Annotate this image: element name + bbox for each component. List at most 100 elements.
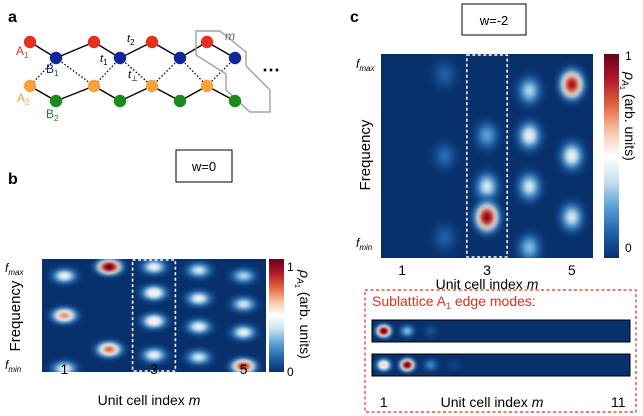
edge-modes-title: Sublattice A1 edge modes: — [372, 293, 536, 311]
x-tick-label: 1 — [398, 262, 406, 278]
density-peak — [551, 60, 593, 110]
interchain-bond — [29, 57, 57, 87]
colorbar-tick-min-c: 0 — [625, 241, 632, 255]
colorbar-gradient — [269, 259, 284, 372]
density-peak — [222, 318, 266, 347]
ellipsis: ⋯ — [262, 60, 280, 80]
density-peak — [87, 335, 131, 363]
colorbar-label-b: ρA1 (arb. units) — [293, 269, 313, 359]
density-peak — [177, 284, 221, 313]
site-b1 — [228, 51, 242, 65]
density-peak — [177, 259, 221, 284]
colorbar-tick-max-c: 1 — [625, 49, 632, 63]
heatmap-c — [381, 54, 593, 258]
density-peak — [132, 259, 176, 281]
site-a2 — [23, 79, 37, 93]
edge-density-peak — [417, 320, 444, 342]
site-a2 — [87, 79, 101, 93]
interchain-bond — [179, 57, 208, 87]
panel-a: a A1 B1 A2 B2 t1 t2 t⊥ m ⋯ — [8, 9, 280, 123]
site-b1 — [49, 51, 63, 65]
winding-box-b — [175, 149, 233, 183]
interchain-bond — [151, 57, 181, 87]
x-tick-label: 1 — [61, 361, 69, 377]
site-a2 — [200, 79, 214, 93]
density-peak — [42, 262, 86, 290]
colorbar-tick-min-b: 0 — [287, 365, 294, 379]
site-label-b1: B1 — [46, 62, 59, 78]
panel-b: b w=0 fmin fmax Frequency 1 3 5 Unit cell … — [5, 149, 313, 408]
site-b1 — [173, 51, 187, 65]
edge-density-peak — [372, 320, 397, 342]
x-tick-label: 5 — [568, 262, 576, 278]
x-tick-label: 11 — [611, 394, 626, 410]
density-peak — [177, 343, 221, 371]
winding-label-b: w=0 — [191, 159, 216, 174]
density-peak — [87, 259, 131, 281]
edge-strip-frame — [371, 319, 631, 343]
upper-chain-bond — [55, 41, 95, 59]
site-b2 — [228, 94, 242, 108]
panel-b-label: b — [8, 171, 18, 188]
site-b2 — [49, 94, 63, 108]
colorbar-label-c: ρA1 (arb. units) — [618, 71, 638, 161]
edge-modes-panel: Sublattice A1 edge modes: 1 11 Unit cell … — [364, 289, 637, 413]
edge-density-peak — [394, 320, 421, 342]
edge-density-peak — [417, 354, 444, 376]
edge-strip-frame — [371, 353, 631, 377]
site-a1 — [200, 35, 214, 49]
hopping-label-tperp: t⊥ — [128, 69, 138, 83]
unit-cell-label: m — [225, 29, 235, 43]
density-peak — [424, 131, 465, 181]
edge-mode-strips — [371, 319, 631, 377]
ssh-ladder-lattice — [23, 30, 271, 113]
edge-density-peak — [394, 354, 421, 376]
colorbar-b — [269, 259, 284, 372]
site-b2 — [173, 94, 187, 108]
density-peak — [551, 192, 593, 242]
y-top-label-b: fmax — [5, 261, 24, 277]
density-peak — [509, 162, 550, 212]
x-tick-label: 5 — [240, 361, 248, 377]
y-axis-label-b: Frequency — [7, 280, 24, 351]
density-peak — [132, 279, 176, 307]
site-a1 — [145, 35, 159, 49]
site-label-b2: B2 — [46, 107, 59, 123]
edge-density-peak — [372, 354, 397, 376]
y-top-label-c: fmax — [356, 57, 375, 73]
interchain-bond — [55, 57, 95, 87]
x-tick-label: 3 — [483, 262, 491, 278]
panel-c-label: c — [350, 9, 359, 26]
density-peak — [466, 192, 508, 242]
y-axis-label-c: Frequency — [357, 119, 374, 190]
heatmap-b — [42, 259, 266, 372]
site-a1 — [87, 35, 101, 49]
hopping-label-t2: t2 — [127, 33, 135, 47]
edge-modes-frame — [364, 289, 637, 413]
x-ticks-edge: 1 11 — [380, 394, 626, 410]
y-bottom-label-b: fmin — [5, 358, 22, 374]
density-peak — [222, 352, 266, 372]
colorbar-tick-max-b: 1 — [287, 260, 294, 274]
density-peak — [509, 111, 550, 161]
y-bottom-label-c: fmin — [356, 236, 373, 252]
panel-c: c w=-2 fmax fmin Frequency 1 3 5 Unit cell… — [350, 3, 638, 292]
winding-label-c: w=-2 — [479, 13, 509, 28]
unit-cell-box — [195, 30, 271, 113]
x-ticks-c: 1 3 5 — [398, 262, 576, 278]
density-peak — [42, 355, 86, 372]
x-axis-label-c: Unit cell index m — [436, 276, 539, 292]
density-peak — [551, 131, 593, 181]
site-a2 — [145, 79, 159, 93]
x-tick-label: 1 — [380, 394, 388, 410]
panel-a-label: a — [8, 9, 17, 26]
density-peak — [509, 223, 550, 258]
site-b1 — [113, 51, 127, 65]
x-tick-label: 3 — [150, 361, 158, 377]
x-ticks-b: 1 3 5 — [61, 361, 248, 377]
density-peak — [177, 313, 221, 341]
lower-chain-bond — [55, 85, 95, 102]
density-peak — [132, 341, 176, 369]
colorbar-c — [604, 54, 619, 258]
density-peak — [132, 307, 176, 335]
